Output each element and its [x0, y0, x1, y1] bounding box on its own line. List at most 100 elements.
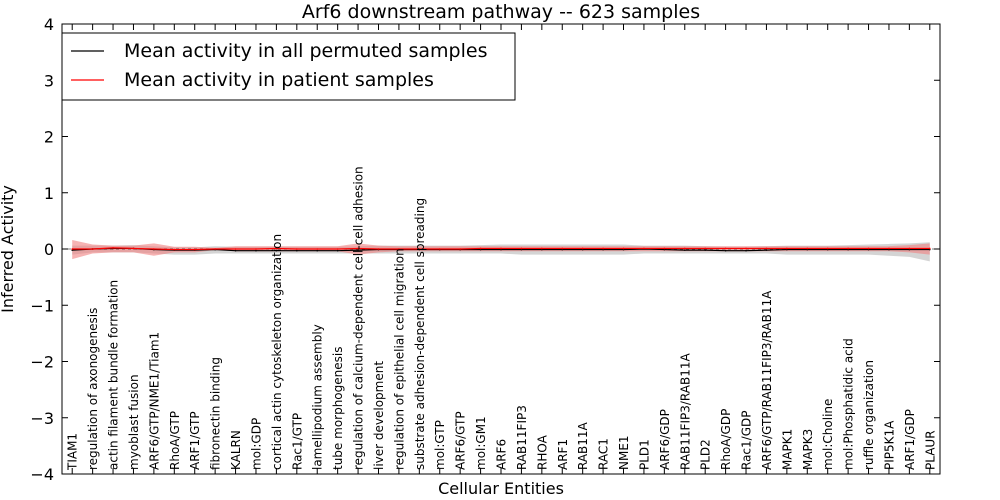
y-axis-ticks: 4 3 2 1 0 −1 −2 −3 −4	[30, 15, 940, 484]
patient-point	[336, 248, 339, 250]
patient-point	[71, 248, 74, 250]
patient-point	[112, 247, 114, 249]
x-category-label: ARF1	[556, 439, 570, 470]
permuted-point	[847, 248, 849, 251]
permuted-point	[581, 248, 584, 251]
permuted-point	[683, 249, 686, 251]
x-category-label: ARF6/GTP/RAB11FIP3/RAB11A	[760, 290, 774, 470]
patient-point	[622, 247, 625, 250]
x-category-label: tube morphogenesis	[331, 347, 345, 470]
permuted-point	[296, 249, 298, 252]
x-category-label: myoblast fusion	[127, 374, 141, 470]
patient-point	[765, 247, 768, 250]
permuted-point	[336, 249, 339, 252]
permuted-point	[928, 248, 931, 251]
x-category-label: actin filament bundle formation	[107, 280, 121, 470]
patient-point	[541, 247, 543, 250]
patient-point	[173, 248, 176, 251]
x-category-label: PLD1	[637, 439, 651, 470]
x-category-label: PLD2	[699, 439, 713, 470]
y-tick-label: 1	[44, 184, 54, 203]
x-category-label: regulation of calcium-dependent cell-cel…	[352, 166, 366, 470]
permuted-point	[867, 248, 870, 251]
patient-point	[377, 248, 380, 250]
permuted-point	[704, 249, 706, 251]
patient-point	[745, 247, 747, 250]
x-category-label: ruffle organization	[862, 360, 876, 470]
x-category-label: RAB11A	[576, 421, 590, 470]
x-category-label: RhoA/GDP	[719, 409, 733, 470]
y-axis-title: Inferred Activity	[0, 185, 17, 313]
patient-point	[806, 247, 809, 250]
patient-point	[704, 247, 706, 250]
x-category-label: MAPK3	[801, 429, 815, 470]
x-category-label: regulation of axonogenesis	[86, 308, 100, 470]
legend-label-patient: Mean activity in patient samples	[124, 69, 434, 91]
legend-label-permuted: Mean activity in all permuted samples	[124, 40, 487, 62]
permuted-point	[622, 248, 625, 251]
x-axis-title: Cellular Entities	[438, 479, 564, 498]
x-category-label: mol:Phosphatidic acid	[842, 338, 856, 470]
y-tick-label: −3	[30, 409, 54, 428]
patient-point	[438, 248, 441, 250]
x-category-label: PIP5K1A	[882, 420, 896, 470]
series-lines	[71, 247, 931, 252]
x-category-label: ARF6/GTP/NME1/Tiam1	[147, 332, 161, 470]
permuted-point	[786, 248, 788, 251]
patient-point	[91, 248, 94, 250]
permuted-point	[541, 248, 543, 251]
patient-point	[500, 247, 502, 250]
x-category-label: ARF6	[495, 439, 509, 470]
permuted-point	[724, 249, 727, 252]
x-category-label: ARF6/GDP	[658, 409, 672, 470]
x-category-label: RHOA	[535, 434, 549, 470]
x-category-label: regulation of epithelial cell migration	[392, 248, 406, 470]
patient-point	[316, 248, 319, 250]
y-tick-label: 3	[44, 71, 54, 90]
permuted-point	[826, 248, 829, 251]
patient-point	[459, 248, 461, 250]
y-tick-label: −2	[30, 353, 54, 372]
x-category-label: cortical actin cytoskeleton organization	[270, 234, 284, 470]
patient-point	[786, 247, 788, 250]
patient-point	[581, 247, 584, 250]
permuted-point	[602, 248, 604, 251]
patient-point	[643, 247, 645, 250]
x-category-label: ARF6/GTP	[454, 411, 468, 470]
patient-point	[520, 247, 523, 250]
x-axis-category-labels: TIAM1 regulation of axonogenesis actin fil…	[66, 24, 937, 474]
patient-point	[683, 247, 686, 250]
patient-point	[357, 247, 359, 250]
permuted-point	[357, 249, 359, 251]
patient-point	[663, 247, 666, 250]
chart-title: Arf6 downstream pathway -- 623 samples	[302, 1, 700, 23]
patient-point	[847, 247, 849, 250]
permuted-point	[234, 249, 237, 252]
permuted-point	[520, 248, 523, 251]
permuted-point	[500, 248, 502, 251]
x-category-label: substrate adhesion-dependent cell spread…	[413, 198, 427, 470]
patient-point	[398, 248, 400, 250]
patient-point	[602, 247, 604, 250]
x-category-label: fibronectin binding	[209, 357, 223, 470]
patient-point	[867, 247, 870, 250]
patient-point	[132, 247, 135, 250]
patient-point	[928, 247, 931, 250]
permuted-band	[72, 242, 930, 262]
y-tick-label: −1	[30, 296, 54, 315]
x-category-label: lamellipodium assembly	[311, 324, 325, 470]
permuted-point	[316, 249, 319, 252]
patient-point	[561, 247, 564, 250]
x-category-label: ARF1/GTP	[188, 411, 202, 470]
x-category-label: TIAM1	[66, 433, 80, 471]
permuted-point	[255, 249, 257, 252]
patient-point	[888, 247, 890, 250]
x-category-label: mol:GDP	[249, 418, 263, 470]
permuted-point	[765, 249, 768, 251]
x-category-label: MAPK1	[780, 429, 794, 470]
permuted-point	[663, 248, 666, 251]
patient-point	[724, 247, 727, 250]
x-category-label: KALRN	[229, 430, 243, 470]
x-category-label: RAB11FIP3/RAB11A	[678, 353, 692, 470]
legend-box	[61, 32, 516, 101]
